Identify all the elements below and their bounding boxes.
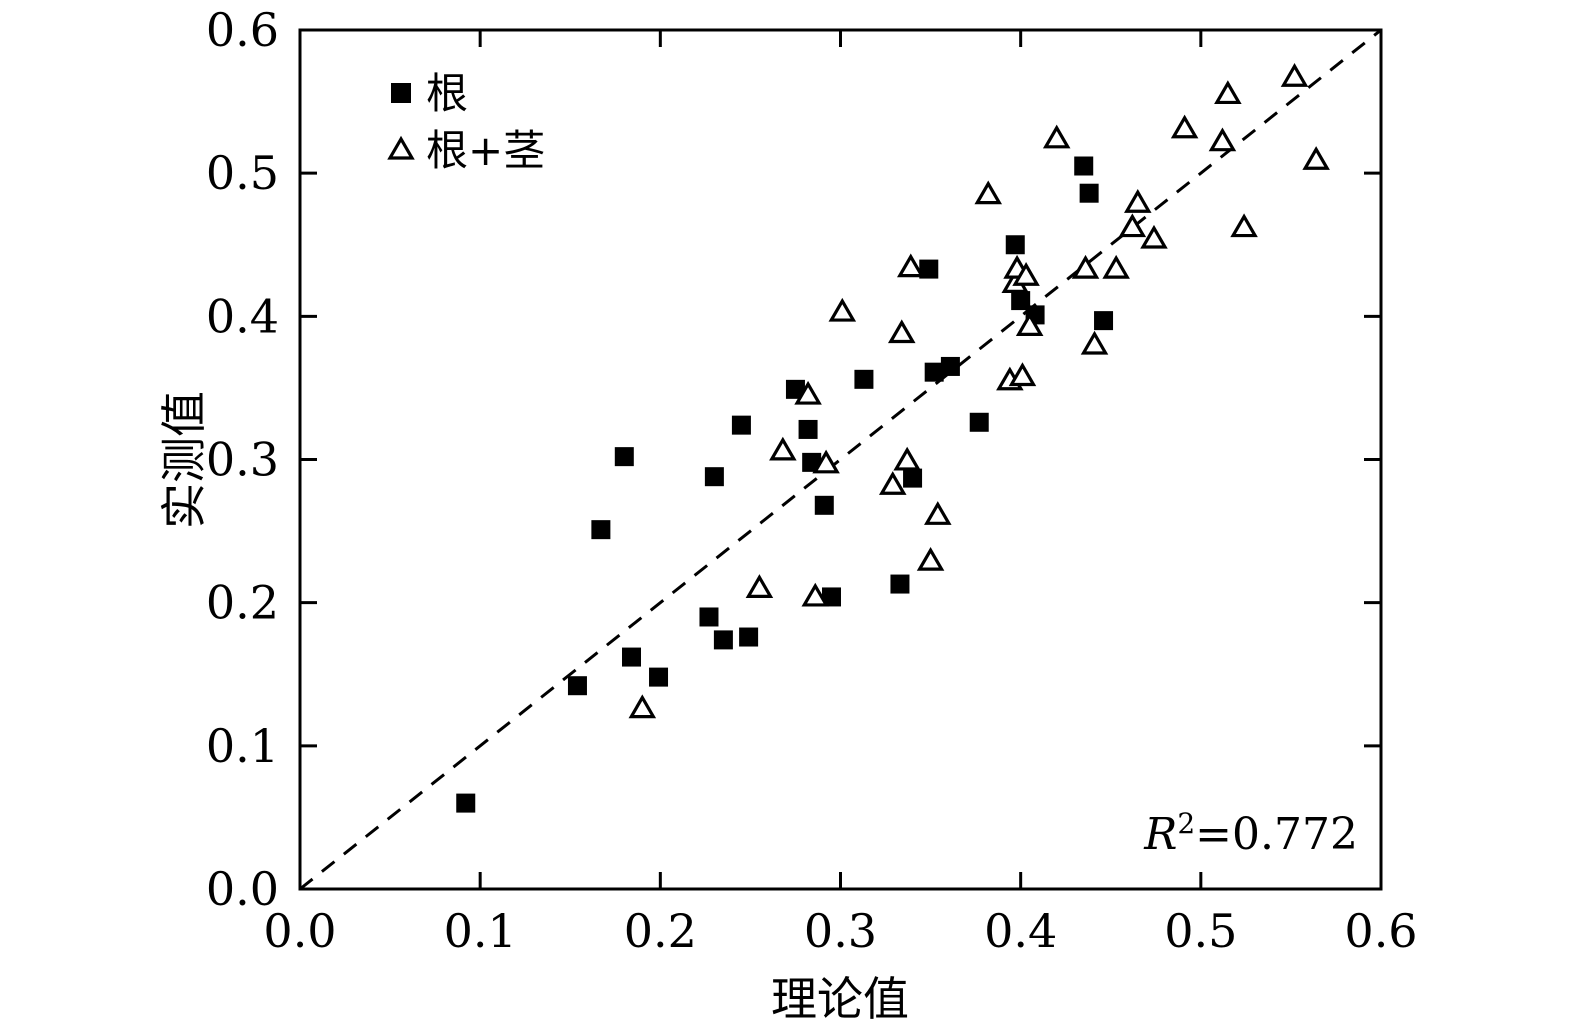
data-point-root-stem xyxy=(924,501,952,525)
x-tick-label: 0.5 xyxy=(1164,904,1237,958)
reference-line xyxy=(299,28,1382,891)
x-tick-label: 0.3 xyxy=(804,904,877,958)
data-point-root-stem xyxy=(828,297,857,322)
data-point-root xyxy=(649,667,669,687)
data-point-root-stem xyxy=(1118,213,1147,238)
data-point-root-stem xyxy=(1208,127,1237,152)
data-point-root-stem xyxy=(745,574,774,598)
axis-ticks xyxy=(300,30,1381,889)
data-point-root-stem xyxy=(916,546,945,571)
data-point-root-stem xyxy=(1302,146,1330,170)
data-point-root-stem xyxy=(893,446,921,471)
data-point-root xyxy=(814,495,834,515)
data-point-root-stem xyxy=(1080,330,1109,355)
data-markers xyxy=(456,63,1330,813)
legend: 根 根+茎 xyxy=(387,69,545,175)
data-point-root-stem xyxy=(887,319,916,344)
r-squared-annotation: R2=0.772 xyxy=(1143,807,1358,860)
data-point-root-stem xyxy=(1102,254,1130,279)
data-point-root xyxy=(739,627,759,647)
data-point-root-stem xyxy=(1008,362,1037,387)
data-point-root xyxy=(1011,291,1031,311)
x-tick-label: 0.6 xyxy=(1344,904,1417,958)
y-tick-label: 0.2 xyxy=(206,576,279,630)
data-point-root xyxy=(731,415,751,435)
r-value: =0.772 xyxy=(1195,809,1358,860)
legend-triangle-icon xyxy=(387,135,415,160)
y-tick-label: 0.4 xyxy=(206,289,279,343)
legend-label-root: 根 xyxy=(426,69,468,118)
y-tick-label: 0.1 xyxy=(206,719,279,773)
data-point-root xyxy=(699,607,719,627)
data-point-root-stem xyxy=(794,380,822,405)
r-superscript: 2 xyxy=(1177,807,1195,840)
data-point-root xyxy=(854,369,874,389)
legend-square-icon xyxy=(391,83,411,103)
y-axis-title: 实测值 xyxy=(157,391,211,529)
r-letter: R xyxy=(1143,809,1177,860)
x-tick-label: 0.0 xyxy=(263,904,336,958)
data-point-root-stem xyxy=(1012,262,1040,286)
data-point-root-stem xyxy=(1214,80,1242,105)
data-point-root xyxy=(704,467,724,487)
data-point-root xyxy=(969,412,989,432)
data-point-root-stem xyxy=(1230,213,1258,238)
data-point-root xyxy=(567,676,587,696)
data-point-root xyxy=(591,520,611,540)
legend-label-root-stem: 根+茎 xyxy=(426,126,545,175)
data-point-root xyxy=(1094,311,1114,331)
data-point-root-stem xyxy=(769,436,797,461)
axis-tick-labels: 0.0 0.1 0.2 0.3 0.4 0.5 0.6 0.0 0.1 0.2 0.3 0.4 0.5 0… xyxy=(206,3,1418,958)
data-point-root-stem xyxy=(1140,224,1168,249)
data-point-root-stem xyxy=(1123,189,1152,213)
data-point-root-stem xyxy=(878,471,907,495)
data-point-root-stem xyxy=(1015,312,1044,336)
data-point-root xyxy=(940,356,960,376)
y-tick-label: 0.5 xyxy=(206,146,279,200)
data-point-root xyxy=(456,793,476,813)
x-tick-label: 0.1 xyxy=(444,904,517,958)
data-point-root-stem xyxy=(1170,114,1199,139)
data-point-root xyxy=(1005,235,1025,255)
data-point-root-stem xyxy=(812,449,840,474)
y-tick-label: 0.3 xyxy=(206,433,279,487)
x-tick-label: 0.2 xyxy=(624,904,697,958)
data-point-root xyxy=(1079,183,1099,203)
data-point-root xyxy=(919,259,939,279)
data-point-root-stem xyxy=(801,582,830,607)
data-point-root-stem xyxy=(896,253,925,278)
data-point-root xyxy=(614,447,634,467)
data-point-root xyxy=(798,419,818,439)
data-point-root xyxy=(785,379,805,399)
data-point-root xyxy=(713,630,733,650)
data-point-root-stem xyxy=(1280,63,1309,87)
data-point-root-stem xyxy=(1042,124,1071,149)
data-point-root-stem xyxy=(628,694,657,719)
data-point-root xyxy=(821,587,841,607)
data-point-root xyxy=(890,574,910,594)
y-tick-label: 0.6 xyxy=(206,3,279,57)
data-point-root xyxy=(903,468,923,488)
data-point-root xyxy=(924,362,944,382)
y-tick-label: 0.0 xyxy=(206,862,279,916)
data-point-root xyxy=(1074,156,1094,176)
x-axis-title: 理论值 xyxy=(771,972,909,1026)
data-point-root-stem xyxy=(1071,254,1100,279)
data-point-root-stem xyxy=(974,180,1003,205)
x-tick-label: 0.4 xyxy=(984,904,1057,958)
data-point-root xyxy=(622,647,642,667)
